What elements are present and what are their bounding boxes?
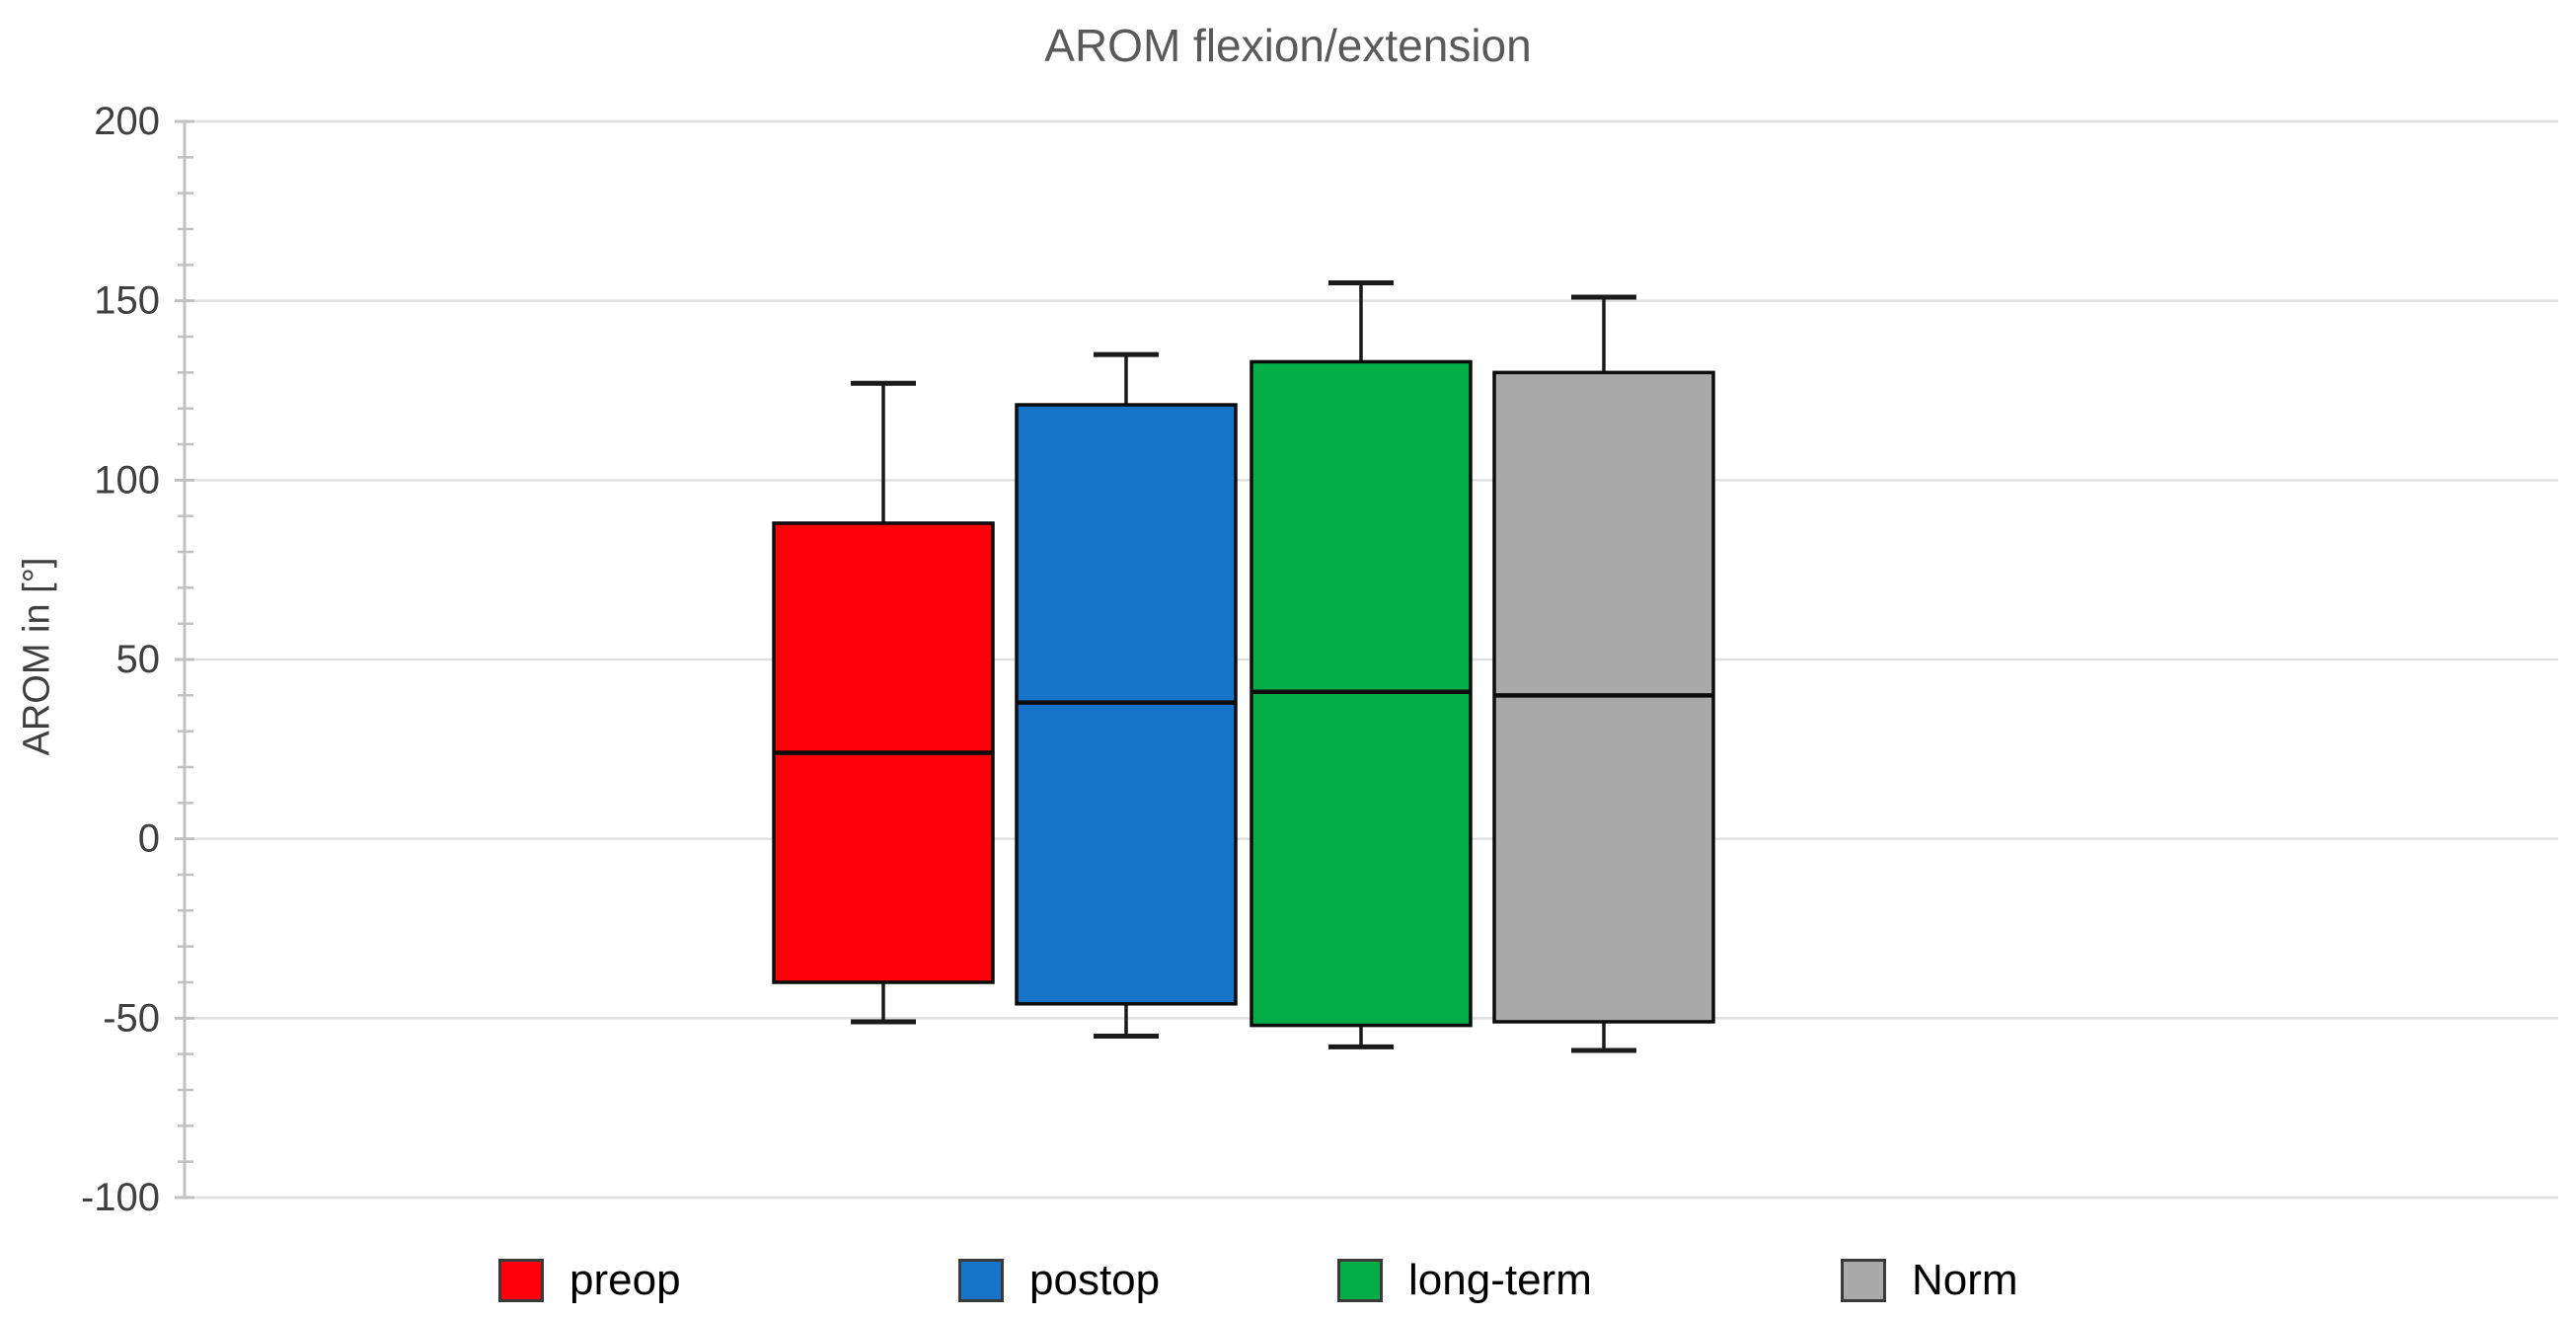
y-tick-label-100: 100: [94, 458, 160, 502]
y-tick-label-50: 50: [116, 638, 161, 681]
y-tick-label-0: 0: [138, 817, 160, 861]
chart-title: AROM flexion/extension: [1044, 20, 1532, 71]
y-tick-label--50: -50: [103, 996, 160, 1040]
y-tick-label-150: 150: [94, 279, 160, 323]
y-tick-label--100: -100: [81, 1176, 160, 1219]
y-tick-label-200: 200: [94, 100, 160, 143]
